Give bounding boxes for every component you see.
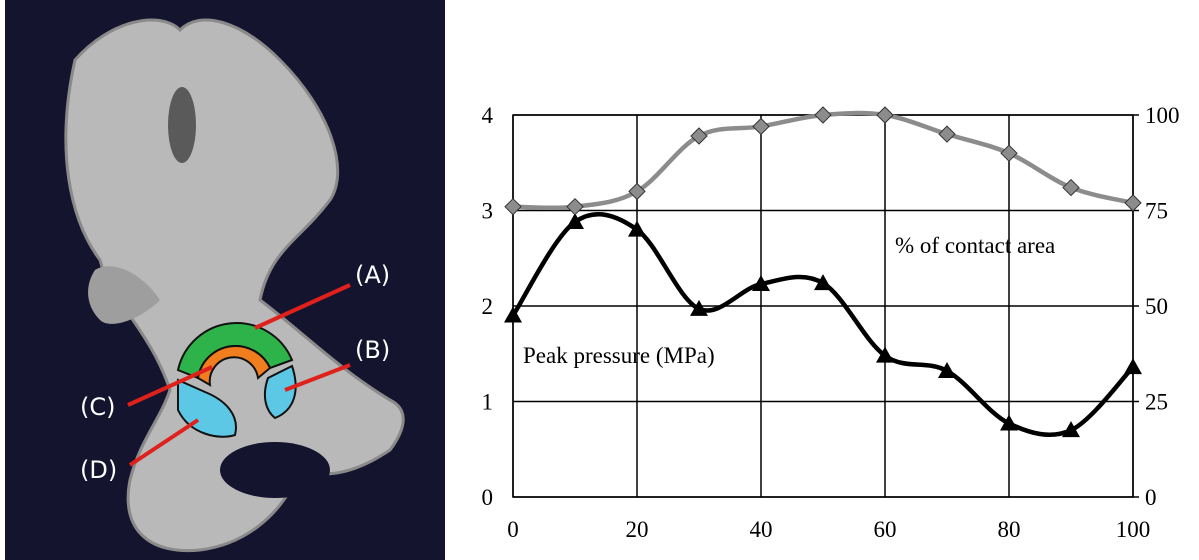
point — [690, 127, 708, 145]
point — [876, 346, 894, 363]
point — [566, 212, 584, 229]
arrow — [128, 418, 200, 467]
y-tick-label: 2 — [482, 294, 494, 319]
arrow — [254, 283, 351, 330]
pelvis — [64, 18, 405, 553]
point — [1124, 358, 1142, 375]
bone-image: (A) (B) (C) (D) — [5, 0, 445, 560]
y2-tick-label: 0 — [1145, 485, 1157, 510]
series-label: % of contact area — [895, 233, 1055, 258]
x-tick-label: 60 — [874, 517, 897, 542]
region-c — [196, 345, 272, 387]
x-tick-label: 20 — [626, 517, 649, 542]
point — [752, 275, 770, 292]
point — [814, 274, 832, 291]
point — [628, 220, 646, 237]
y-tick-label: 3 — [482, 199, 494, 224]
point — [628, 182, 646, 201]
point — [752, 117, 770, 136]
y-tick-label: 0 — [482, 485, 494, 510]
y-tick-label: 4 — [482, 103, 494, 128]
point — [1000, 414, 1018, 431]
point — [1062, 421, 1080, 438]
point — [1062, 178, 1080, 197]
x-tick-label: 100 — [1116, 517, 1151, 542]
x-tick-label: 80 — [998, 517, 1021, 542]
point — [1000, 144, 1018, 162]
region-label: (C) — [80, 393, 115, 421]
region-label: (D) — [80, 456, 117, 484]
point — [1124, 194, 1142, 212]
arrow — [284, 363, 351, 392]
y2-tick-label: 100 — [1145, 103, 1180, 128]
point — [504, 306, 522, 323]
region-label: (A) — [355, 261, 390, 289]
point — [690, 299, 708, 316]
notch — [168, 87, 196, 163]
point — [504, 197, 522, 216]
x-tick-label: 0 — [507, 517, 519, 542]
point — [876, 106, 894, 124]
point — [566, 197, 584, 216]
arrows — [127, 283, 351, 467]
y2-tick-label: 25 — [1145, 390, 1168, 415]
arrow — [127, 365, 213, 407]
point — [814, 106, 832, 124]
series-label: Peak pressure (MPa) — [523, 343, 715, 368]
y2-tick-label: 75 — [1145, 199, 1168, 224]
y2-tick-label: 50 — [1145, 294, 1168, 319]
region-b — [263, 364, 297, 420]
y-tick-label: 1 — [482, 390, 494, 415]
pubis-fragment — [88, 266, 160, 324]
x-tick-label: 40 — [750, 517, 773, 542]
region-label: (B) — [355, 336, 390, 364]
point — [938, 125, 956, 143]
series-line — [512, 110, 1134, 211]
point — [938, 361, 956, 378]
foramen — [220, 442, 330, 498]
